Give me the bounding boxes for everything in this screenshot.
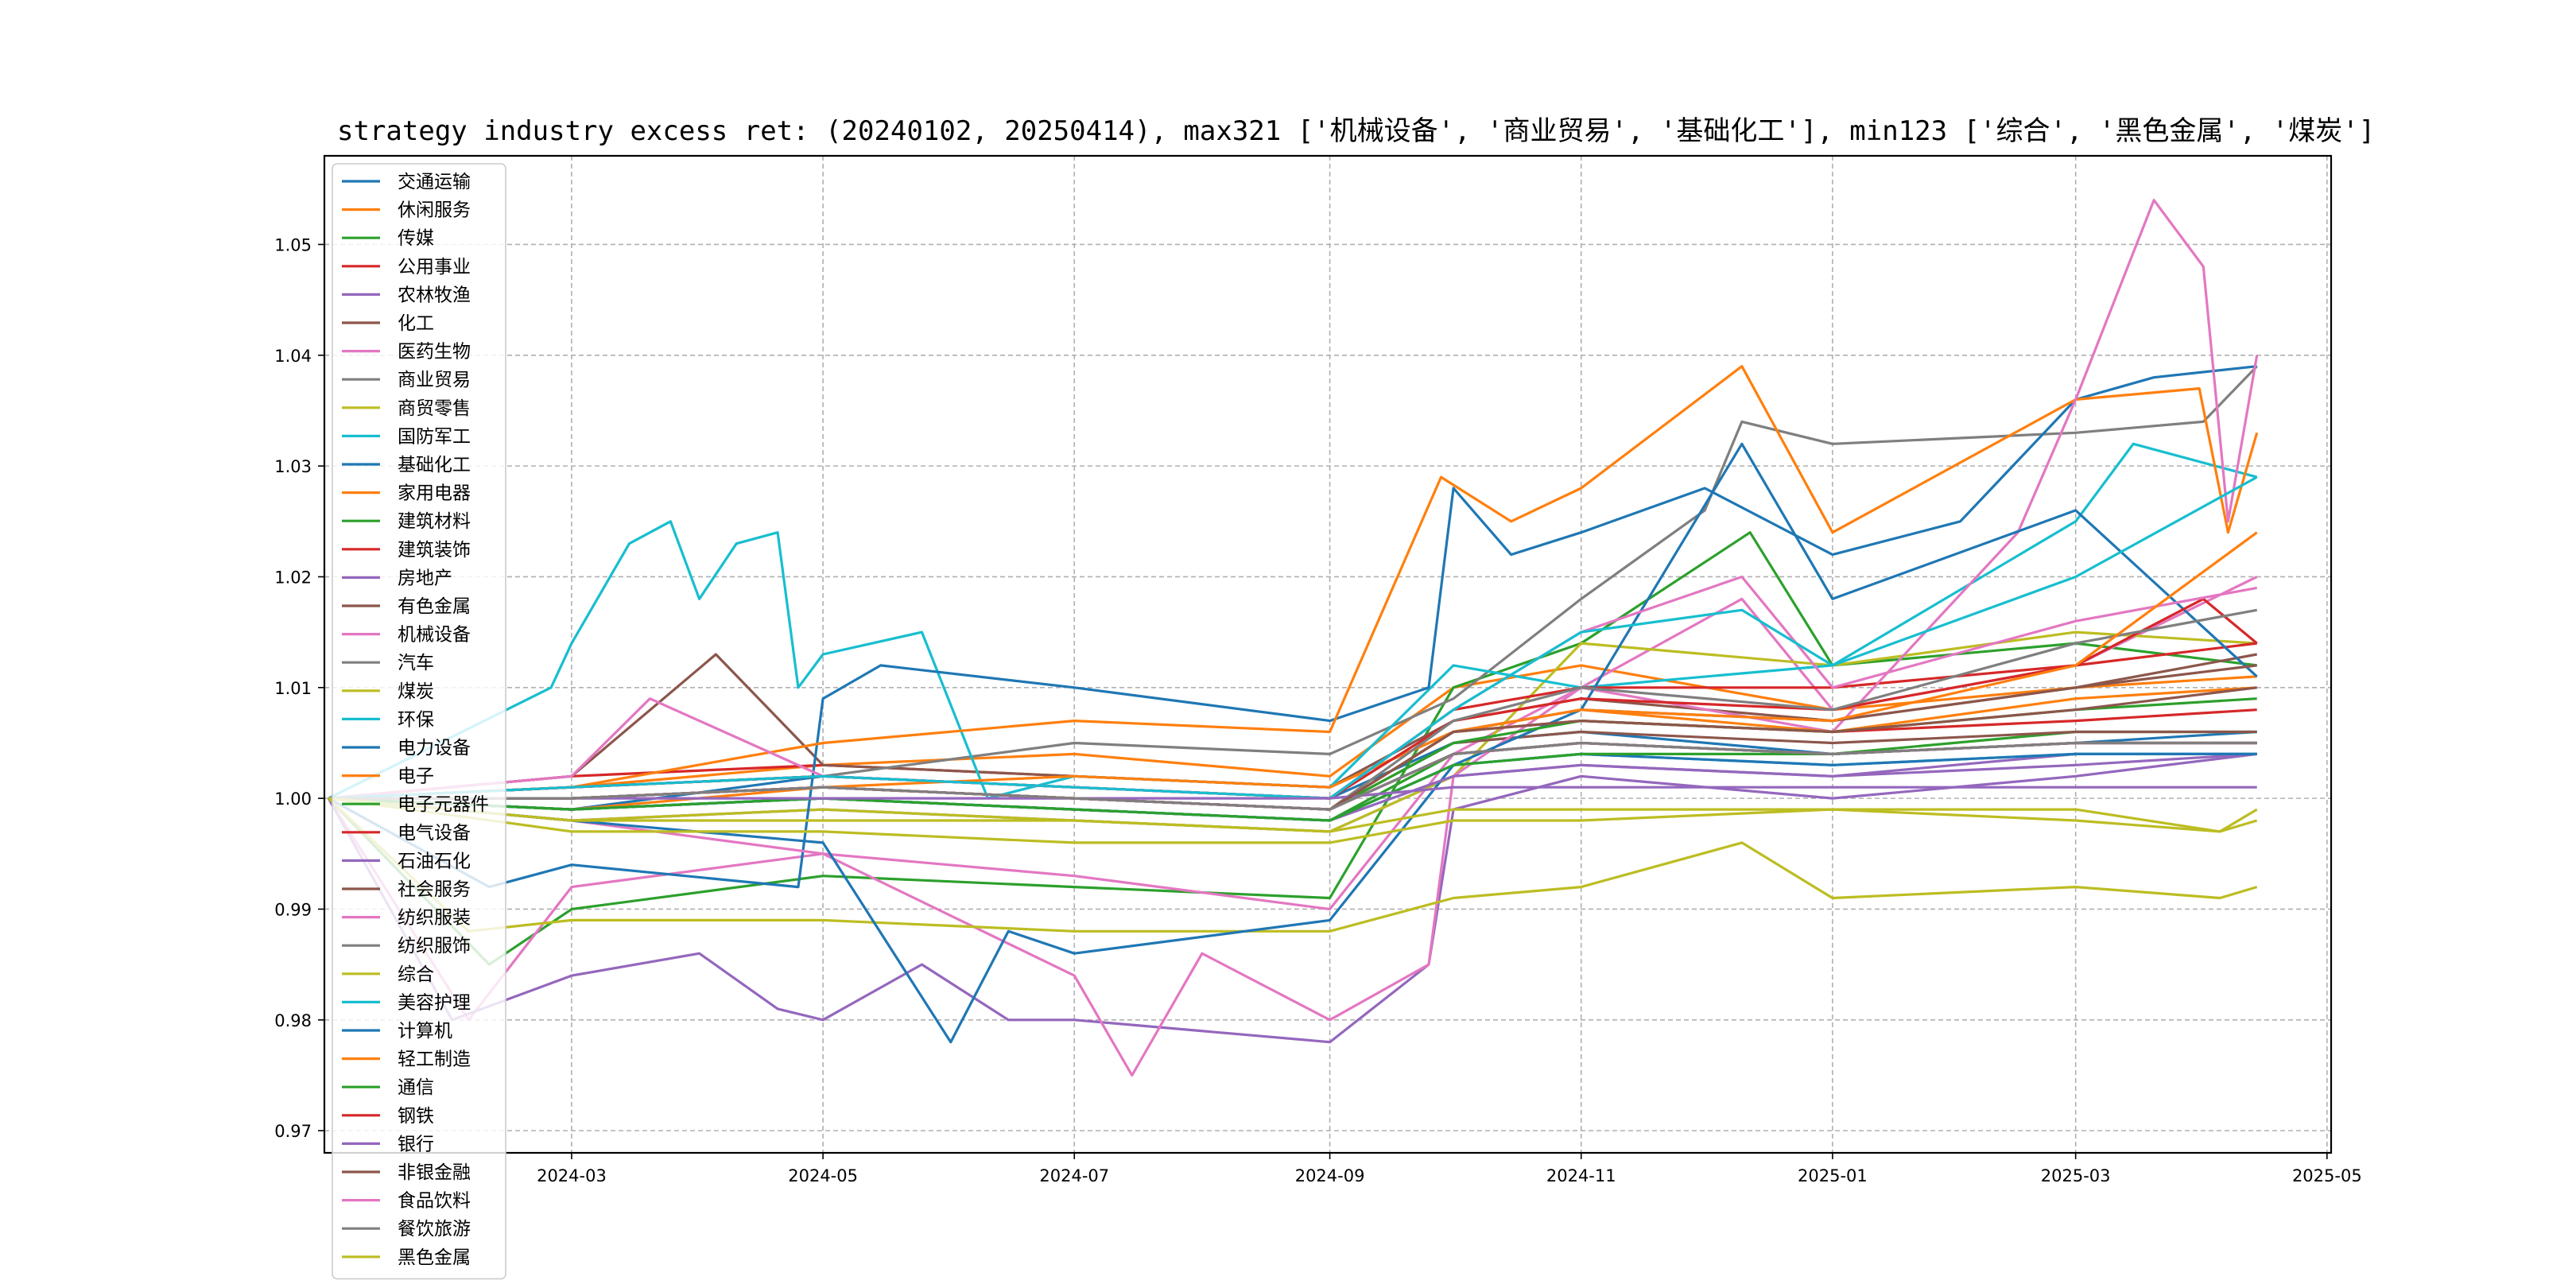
legend-label-11: 家用电器 bbox=[398, 483, 471, 504]
series-line-11 bbox=[328, 365, 2259, 800]
legend-label-29: 美容护理 bbox=[398, 992, 471, 1013]
legend-label-34: 银行 bbox=[398, 1134, 434, 1154]
x-tick-label: 2024-09 bbox=[1295, 1166, 1365, 1185]
legend-label-28: 综合 bbox=[398, 964, 434, 985]
plot-frame bbox=[323, 154, 2333, 1154]
y-tick-label: 1.00 bbox=[274, 789, 312, 809]
x-tick-label: 2024-07 bbox=[1039, 1166, 1109, 1185]
y-tick-label: 1.02 bbox=[274, 568, 312, 587]
series-line-18 bbox=[328, 797, 2258, 933]
legend-label-21: 电子 bbox=[398, 766, 434, 787]
y-tick-label: 0.99 bbox=[274, 900, 312, 919]
legend-label-38: 黑色金属 bbox=[398, 1247, 471, 1268]
legend-label-27: 纺织服饰 bbox=[398, 936, 471, 956]
legend-label-16: 机械设备 bbox=[398, 625, 471, 646]
legend-label-23: 电气设备 bbox=[398, 823, 471, 844]
legend: 交通运输休闲服务传媒公用事业农林牧渔化工医药生物商业贸易商贸零售国防军工基础化工… bbox=[332, 163, 506, 1280]
series-line-34 bbox=[328, 786, 2257, 800]
legend-label-24: 石油石化 bbox=[398, 851, 471, 871]
legend-label-2: 传媒 bbox=[398, 228, 434, 249]
legend-label-7: 商业贸易 bbox=[398, 370, 471, 390]
legend-label-8: 商贸零售 bbox=[398, 398, 471, 419]
legend-label-31: 轻工制造 bbox=[398, 1049, 471, 1070]
series-line-8 bbox=[328, 630, 2257, 833]
x-tick-label: 2025-03 bbox=[2041, 1166, 2111, 1185]
legend-label-17: 汽车 bbox=[398, 653, 434, 673]
legend-label-18: 煤炭 bbox=[398, 681, 434, 702]
y-axis: 0.97 0.98 0.99 1.00 1.01 1.02 1.03 1.04 1.05 bbox=[274, 235, 324, 1141]
x-tick-label: 2025-05 bbox=[2292, 1166, 2362, 1185]
legend-label-13: 建筑装饰 bbox=[398, 540, 471, 561]
series-line-20 bbox=[328, 442, 2258, 1044]
chart-title: strategy industry excess ret: (20240102,… bbox=[337, 115, 2375, 147]
series-line-1 bbox=[328, 664, 2257, 800]
x-tick-label: 2024-05 bbox=[788, 1166, 858, 1185]
legend-box bbox=[332, 163, 506, 1280]
legend-label-30: 计算机 bbox=[398, 1021, 452, 1042]
legend-label-20: 电力设备 bbox=[398, 738, 471, 758]
legend-label-33: 钢铁 bbox=[398, 1106, 434, 1127]
legend-label-19: 环保 bbox=[398, 709, 434, 730]
legend-label-12: 建筑材料 bbox=[398, 511, 471, 532]
series-line-38 bbox=[328, 797, 2258, 833]
legend-label-36: 食品饮料 bbox=[398, 1191, 471, 1212]
legend-label-10: 基础化工 bbox=[398, 455, 471, 475]
y-tick-label: 1.03 bbox=[274, 457, 312, 476]
series-lines bbox=[327, 199, 2259, 1077]
legend-label-37: 餐饮旅游 bbox=[398, 1219, 471, 1240]
legend-label-22: 电子元器件 bbox=[398, 794, 489, 815]
series-line-28 bbox=[328, 797, 2258, 844]
y-tick-label: 0.97 bbox=[274, 1122, 312, 1141]
series-line-10 bbox=[328, 365, 2257, 889]
legend-label-4: 农林牧渔 bbox=[398, 285, 471, 305]
legend-label-1: 休闲服务 bbox=[398, 200, 471, 221]
grid-lines bbox=[324, 156, 2331, 1153]
series-line-9 bbox=[328, 442, 2258, 800]
series-line-29 bbox=[328, 475, 2258, 800]
legend-label-3: 公用事业 bbox=[398, 257, 471, 277]
legend-label-6: 医药生物 bbox=[398, 342, 471, 363]
legend-label-32: 通信 bbox=[398, 1077, 434, 1098]
legend-label-25: 社会服务 bbox=[398, 879, 471, 900]
x-tick-label: 2024-11 bbox=[1546, 1166, 1616, 1185]
series-line-37 bbox=[328, 741, 2257, 811]
legend-label-0: 交通运输 bbox=[398, 172, 471, 192]
x-axis: 2024-03 2024-05 2024-07 2024-09 2024-11 2025-… bbox=[537, 1153, 2362, 1185]
legend-label-35: 非银金融 bbox=[398, 1162, 471, 1183]
legend-label-26: 纺织服装 bbox=[398, 908, 471, 929]
y-tick-label: 1.05 bbox=[274, 235, 312, 254]
x-tick-label: 2025-01 bbox=[1798, 1166, 1868, 1185]
y-tick-label: 1.04 bbox=[274, 347, 312, 366]
y-tick-label: 1.01 bbox=[274, 679, 312, 698]
legend-label-15: 有色金属 bbox=[398, 596, 471, 617]
y-tick-label: 0.98 bbox=[274, 1011, 312, 1030]
legend-label-5: 化工 bbox=[398, 313, 434, 334]
x-tick-label: 2024-03 bbox=[537, 1166, 607, 1185]
legend-label-14: 房地产 bbox=[398, 568, 452, 588]
legend-label-9: 国防军工 bbox=[398, 426, 471, 447]
